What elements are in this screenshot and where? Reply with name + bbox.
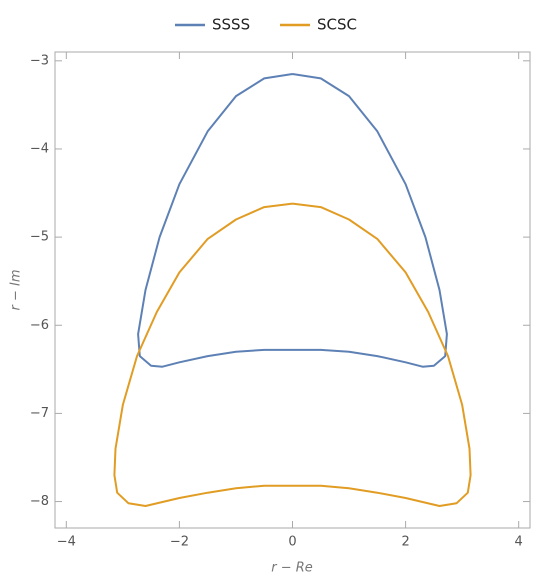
series-line bbox=[113, 202, 472, 507]
y-tick-label: −7 bbox=[30, 406, 49, 421]
y-tick-label: −5 bbox=[30, 230, 49, 245]
y-tick-label: −8 bbox=[30, 494, 49, 509]
plot-frame bbox=[54, 51, 531, 529]
series-line bbox=[137, 73, 448, 368]
x-tick-label: 4 bbox=[515, 535, 523, 550]
x-tick-label: 2 bbox=[401, 535, 409, 550]
legend-text: SCSC bbox=[317, 16, 357, 34]
legend-text: SSSS bbox=[212, 16, 250, 34]
y-tick-label: −3 bbox=[30, 53, 49, 68]
x-tick-label: −4 bbox=[57, 535, 76, 550]
x-axis-label: r − Re bbox=[271, 561, 313, 576]
y-tick-label: −4 bbox=[30, 141, 49, 156]
x-tick-label: −2 bbox=[170, 535, 189, 550]
x-tick-label: 0 bbox=[288, 535, 296, 550]
y-axis-label: r − Im bbox=[9, 270, 24, 311]
y-tick-label: −6 bbox=[30, 318, 49, 333]
